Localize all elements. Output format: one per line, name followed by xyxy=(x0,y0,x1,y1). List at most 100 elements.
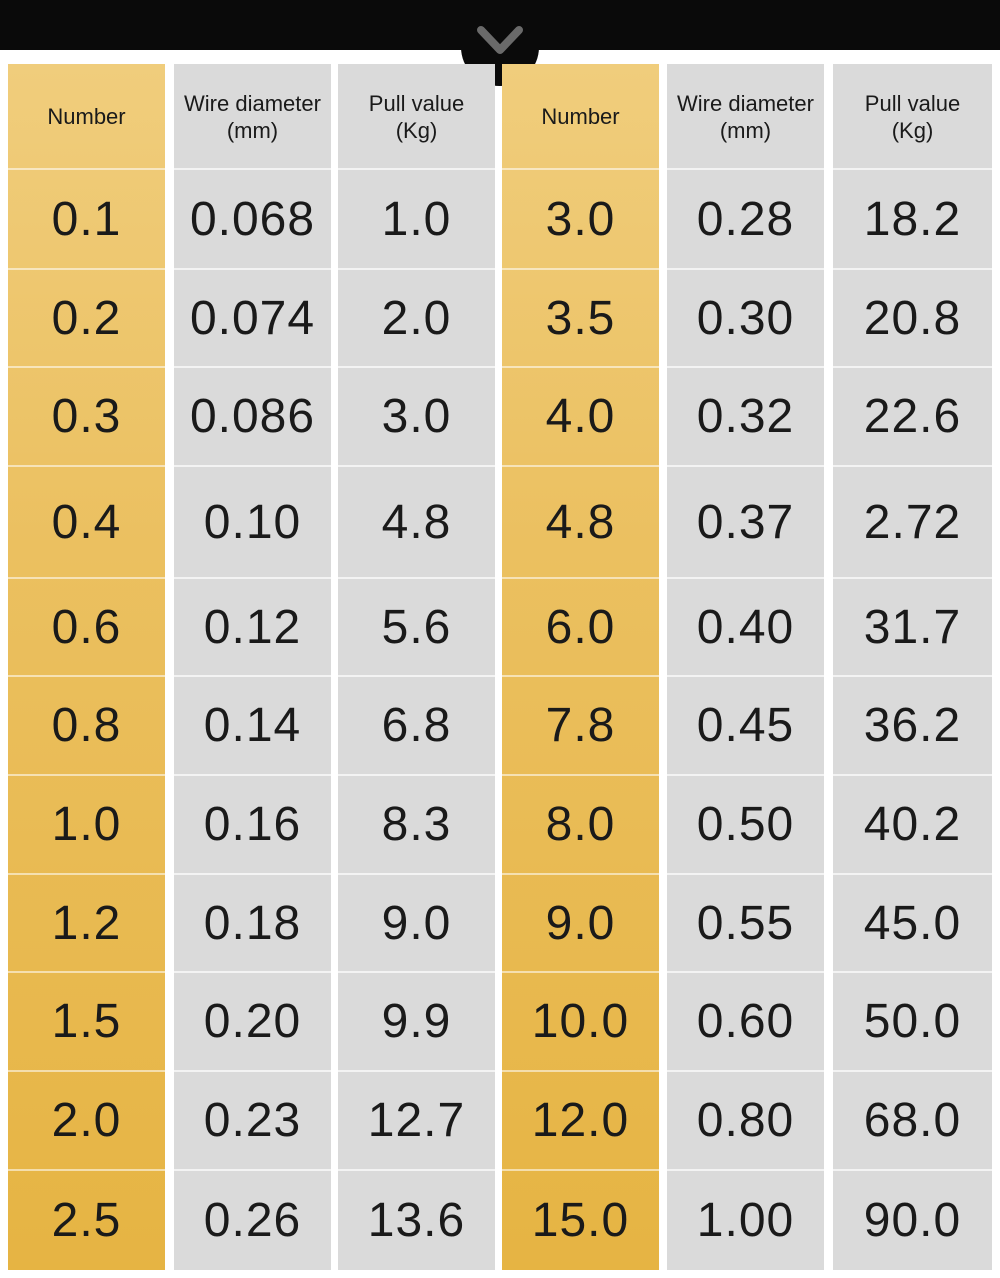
column-number: Number 0.1 0.2 0.3 0.4 0.6 0.8 1.0 1.2 1.5 2.0 2.5 xyxy=(8,64,165,1270)
cell-pull-value: 4.8 xyxy=(381,495,452,549)
cell-pull-value: 9.9 xyxy=(381,995,452,1048)
header-pull-value: Pull value (Kg) xyxy=(864,90,961,143)
cell-pull-value: 45.0 xyxy=(863,896,962,950)
cell-wire-diameter: 0.23 xyxy=(203,1094,302,1147)
cell-pull-value: 5.6 xyxy=(381,600,452,654)
row-divider xyxy=(338,168,495,170)
row-divider xyxy=(8,366,165,368)
cell-number: 3.0 xyxy=(545,192,616,246)
row-divider xyxy=(502,971,659,973)
row-divider xyxy=(174,577,331,579)
cell-wire-diameter: 0.068 xyxy=(189,192,316,246)
cell-pull-value: 1.0 xyxy=(381,192,452,246)
cell-pull-value: 50.0 xyxy=(863,995,962,1048)
cell-number: 0.8 xyxy=(51,699,122,752)
row-divider xyxy=(8,774,165,776)
row-divider xyxy=(502,873,659,875)
row-divider xyxy=(174,774,331,776)
cell-wire-diameter: 0.074 xyxy=(189,291,316,345)
row-divider xyxy=(833,971,992,973)
cell-wire-diameter: 0.086 xyxy=(189,390,316,443)
row-divider xyxy=(667,465,824,467)
cell-wire-diameter: 0.28 xyxy=(696,192,795,246)
row-divider xyxy=(8,577,165,579)
row-divider xyxy=(174,1070,331,1072)
row-divider xyxy=(8,1169,165,1171)
cell-pull-value: 8.3 xyxy=(381,798,452,851)
row-divider xyxy=(502,1070,659,1072)
chevron-down-icon xyxy=(477,26,523,54)
row-divider xyxy=(833,268,992,270)
row-divider xyxy=(667,873,824,875)
row-divider xyxy=(8,971,165,973)
row-divider xyxy=(174,268,331,270)
row-divider xyxy=(833,1070,992,1072)
cell-wire-diameter: 0.26 xyxy=(203,1193,302,1247)
row-divider xyxy=(667,1070,824,1072)
row-divider xyxy=(502,268,659,270)
cell-pull-value: 12.7 xyxy=(367,1094,466,1147)
row-divider xyxy=(338,268,495,270)
row-divider xyxy=(8,873,165,875)
row-divider xyxy=(833,675,992,677)
cell-wire-diameter: 0.55 xyxy=(696,896,795,950)
cell-pull-value: 20.8 xyxy=(863,291,962,345)
row-divider xyxy=(833,873,992,875)
cell-wire-diameter: 0.10 xyxy=(203,495,302,549)
cell-pull-value: 6.8 xyxy=(381,699,452,752)
row-divider xyxy=(833,577,992,579)
row-divider xyxy=(338,366,495,368)
row-divider xyxy=(174,971,331,973)
header-number: Number xyxy=(47,104,126,129)
cell-number: 0.2 xyxy=(51,291,122,345)
header-pull-value: Pull value (Kg) xyxy=(368,90,465,143)
row-divider xyxy=(8,168,165,170)
cell-number: 1.2 xyxy=(51,896,122,950)
row-divider xyxy=(833,366,992,368)
row-divider xyxy=(502,577,659,579)
cell-wire-diameter: 0.40 xyxy=(696,600,795,654)
cell-number: 2.5 xyxy=(51,1193,122,1247)
cell-wire-diameter: 0.80 xyxy=(696,1094,795,1147)
spec-table: Number 0.1 0.2 0.3 0.4 0.6 0.8 1.0 1.2 1.5 2.0 2.5 W… xyxy=(8,64,992,1270)
cell-pull-value: 90.0 xyxy=(863,1193,962,1247)
header-number: Number xyxy=(541,104,620,129)
row-divider xyxy=(667,366,824,368)
row-divider xyxy=(667,168,824,170)
cell-wire-diameter: 1.00 xyxy=(696,1193,795,1247)
cell-wire-diameter: 0.37 xyxy=(696,495,795,549)
cell-wire-diameter: 0.14 xyxy=(203,699,302,752)
row-divider xyxy=(667,577,824,579)
cell-number: 1.0 xyxy=(51,798,122,851)
cell-number: 4.0 xyxy=(545,390,616,443)
cell-wire-diameter: 0.18 xyxy=(203,896,302,950)
cell-pull-value: 18.2 xyxy=(863,192,962,246)
header-wire-diameter: Wire diameter (mm) xyxy=(184,90,321,143)
cell-number: 2.0 xyxy=(51,1094,122,1147)
cell-number: 0.6 xyxy=(51,600,122,654)
cell-number: 15.0 xyxy=(531,1193,630,1247)
cell-pull-value: 9.0 xyxy=(381,896,452,950)
header-wire-diameter: Wire diameter (mm) xyxy=(677,90,814,143)
cell-number: 8.0 xyxy=(545,798,616,851)
row-divider xyxy=(833,465,992,467)
cell-number: 9.0 xyxy=(545,896,616,950)
row-divider xyxy=(338,1169,495,1171)
column-pull-value: Pull value (Kg) 1.0 2.0 3.0 4.8 5.6 6.8 8.3 9.0 9… xyxy=(338,64,495,1270)
cell-pull-value: 3.0 xyxy=(381,390,452,443)
row-divider xyxy=(667,774,824,776)
column-pull-value: Pull value (Kg) 18.2 20.8 22.6 2.72 31.7 36.2 4… xyxy=(833,64,992,1270)
row-divider xyxy=(667,971,824,973)
row-divider xyxy=(8,1070,165,1072)
row-divider xyxy=(502,1169,659,1171)
cell-number: 0.4 xyxy=(51,495,122,549)
cell-pull-value: 2.0 xyxy=(381,291,452,345)
row-divider xyxy=(502,168,659,170)
row-divider xyxy=(8,675,165,677)
cell-number: 6.0 xyxy=(545,600,616,654)
cell-wire-diameter: 0.50 xyxy=(696,798,795,851)
row-divider xyxy=(338,873,495,875)
cell-number: 0.3 xyxy=(51,390,122,443)
row-divider xyxy=(667,268,824,270)
cell-number: 4.8 xyxy=(545,495,616,549)
